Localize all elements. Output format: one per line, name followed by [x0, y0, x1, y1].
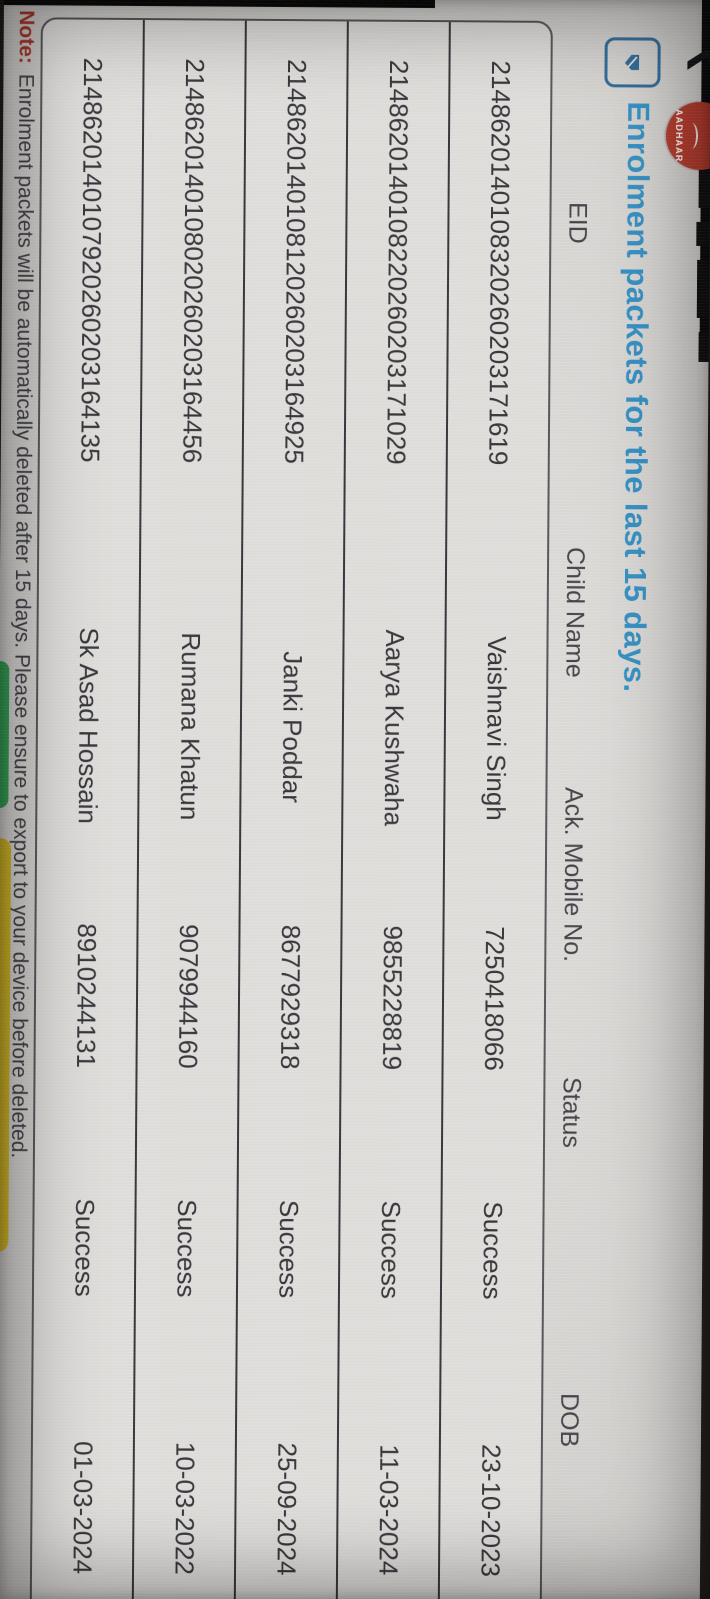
eid-value: 2148620140107920260203164135: [75, 57, 109, 463]
eid-value: 2148620140108320260203171619: [483, 60, 517, 466]
eid-value: 2148620140108020260203164456: [177, 58, 211, 464]
status-value: Success: [171, 1199, 203, 1298]
note-text: Enrolment packets will be automatically …: [6, 73, 38, 1159]
green-button-fragment[interactable]: [0, 660, 10, 809]
table-row[interactable]: 2148620140108120260203164925 Janki Podda…: [233, 20, 347, 1599]
status-value: Success: [273, 1199, 305, 1299]
status-value: Success: [477, 1201, 509, 1300]
child-name-value: Janki Poddar: [276, 651, 308, 804]
dob-value: 01-03-2024: [67, 1441, 99, 1575]
note-label: Note:: [14, 10, 38, 64]
column-header-dob: DOB: [554, 1392, 584, 1448]
table-row[interactable]: 2148620140108220260203171029 Aarya Kushw…: [335, 21, 449, 1599]
table-row[interactable]: 2148620140108320260203171619 Vaishnavi S…: [437, 22, 551, 1599]
status-value: Success: [69, 1198, 101, 1297]
dob-value: 25-09-2024: [271, 1442, 303, 1576]
note-compose-icon: [604, 37, 661, 88]
back-chevron-icon[interactable]: ❮: [687, 43, 710, 76]
page-title: Enrolment packets for the last 15 days.: [617, 101, 657, 693]
dob-value: 10-03-2022: [169, 1441, 201, 1575]
ack-mobile-value: 9079944160: [173, 923, 205, 1069]
child-name-value: Vaishnavi Singh: [480, 636, 513, 821]
yellow-button-fragment[interactable]: [0, 837, 12, 1253]
table-row[interactable]: 2148620140108020260203164456 Rumana Khat…: [131, 20, 245, 1599]
child-name-value: Rumana Khatun: [174, 632, 207, 821]
aadhaar-logo-label: AADHAAR: [673, 109, 685, 163]
eid-value: 2148620140108220260203171029: [381, 59, 415, 465]
enrolment-packets-table: 2148620140108320260203171619 Vaishnavi S…: [29, 17, 553, 1599]
eid-value: 2148620140108120260203164925: [279, 59, 313, 465]
column-header-status: Status: [556, 1076, 586, 1149]
dob-value: 23-10-2023: [475, 1443, 507, 1578]
bezel-edge-strip: [0, 0, 436, 9]
ack-mobile-value: 8910244131: [71, 923, 103, 1069]
column-header-eid: EID: [563, 201, 592, 244]
ack-mobile-value: 9855228819: [377, 925, 409, 1071]
dob-value: 11-03-2024: [373, 1444, 405, 1576]
aadhaar-logo-arc: [684, 122, 699, 149]
column-header-child-name: Child Name: [560, 546, 590, 678]
column-header-ack-mobile: Ack. Mobile No.: [558, 786, 588, 963]
ack-mobile-value: 7250418066: [479, 926, 511, 1071]
aadhaar-logo: AADHAAR: [665, 101, 710, 171]
child-name-value: Aarya Kushwaha: [378, 629, 411, 827]
status-value: Success: [375, 1200, 407, 1300]
ack-mobile-value: 8677929318: [275, 924, 307, 1070]
child-name-value: Sk Asad Hossain: [72, 627, 105, 825]
table-row[interactable]: 2148620140107920260203164135 Sk Asad Hos…: [31, 19, 142, 1599]
truncated-top-text: [694, 167, 710, 362]
